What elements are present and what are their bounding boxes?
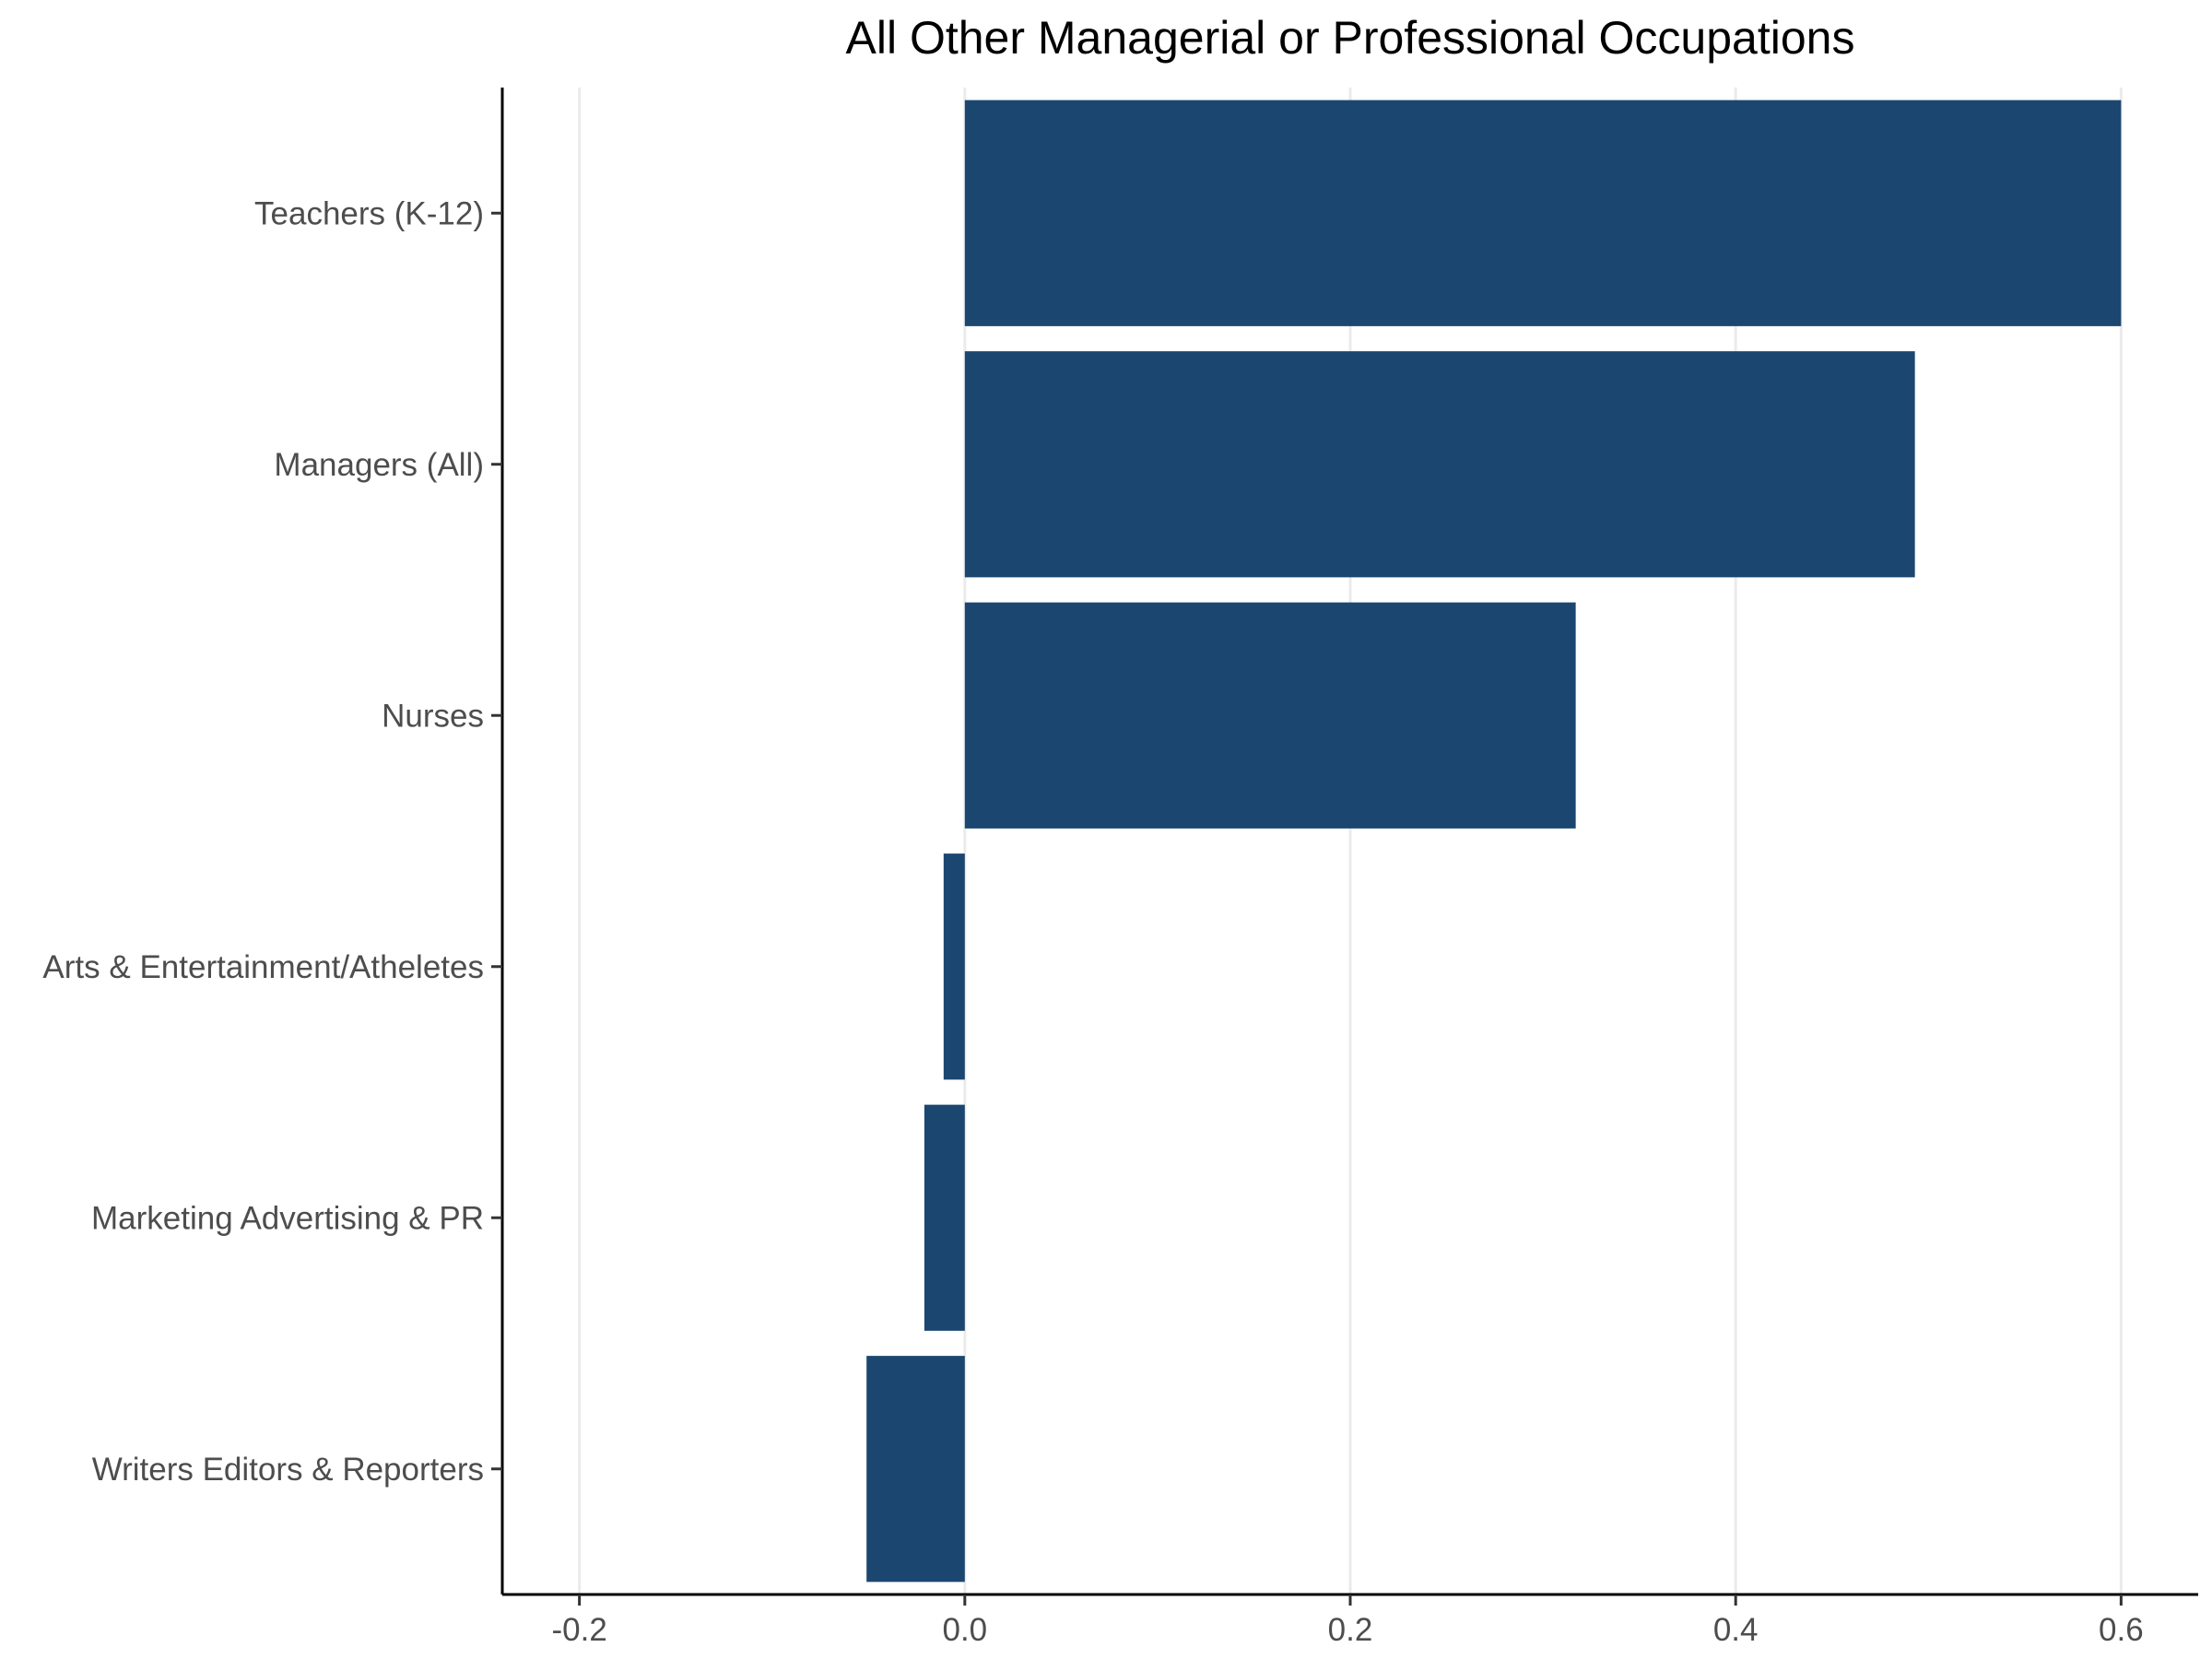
bar [964,100,2122,326]
chart-title: All Other Managerial or Professional Occ… [846,12,1855,64]
bar [866,1356,965,1583]
grid-lines [578,88,2123,1594]
y-tick-label: Teachers (K-12) [254,195,484,231]
bar [964,602,1576,829]
y-tick-label: Managers (All) [274,447,484,483]
y-tick-label: Nurses [382,698,484,734]
bar [924,1104,965,1331]
y-axis-ticks: Teachers (K-12) Managers (All) Nurses Arts … [42,195,502,1488]
y-tick-label: Writers Editors & Reporters [92,1452,484,1488]
x-tick-label: 0.4 [1713,1612,1759,1648]
x-tick-label: 0.6 [2099,1612,2144,1648]
x-tick-label: 0.0 [942,1612,987,1648]
y-tick-label: Arts & Entertainment/Atheletes [42,949,484,985]
x-tick-label: 0.2 [1328,1612,1373,1648]
x-axis-ticks: -0.2 0.0 0.2 0.4 0.6 [551,1594,2144,1648]
x-tick-label: -0.2 [551,1612,606,1648]
bars [866,100,2122,1583]
bar [964,351,1915,578]
y-tick-label: Marketing Advertising & PR [91,1200,484,1236]
bar [943,853,965,1080]
